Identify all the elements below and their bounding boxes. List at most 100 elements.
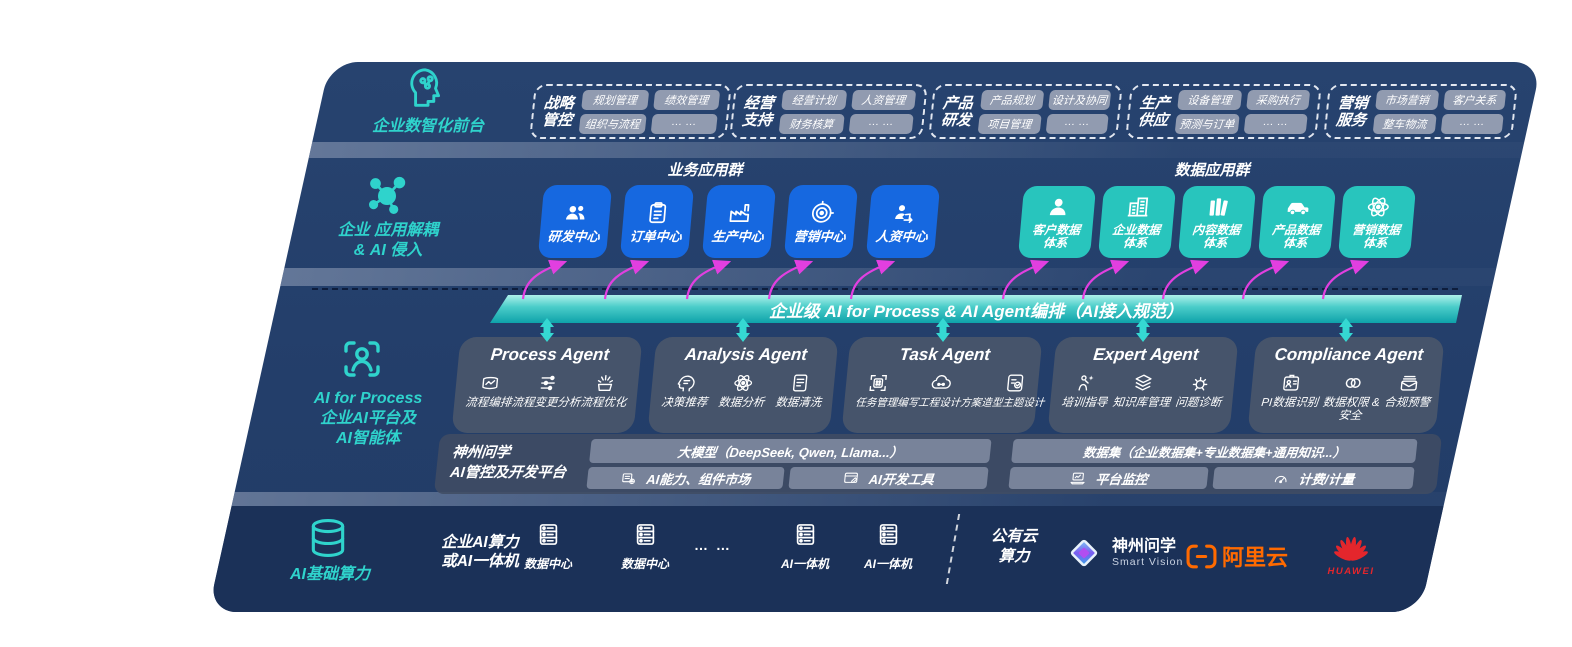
band-separator <box>231 492 1447 506</box>
group-title: 产品 研发 <box>940 94 974 129</box>
data-app-card: 企业数据 体系 <box>1097 186 1177 258</box>
chip: … … <box>650 113 718 134</box>
group-chips: 设备管理 采购执行 预测与订单 … … <box>1174 89 1311 134</box>
huawei-flower-icon <box>1330 533 1372 561</box>
chip: 整车物流 <box>1372 113 1437 134</box>
molecule-icon <box>364 173 410 219</box>
chip: 人资管理 <box>850 89 917 110</box>
database-icon <box>306 515 350 561</box>
layers-icon <box>1131 372 1155 394</box>
data-app-card: 营销数据 体系 <box>1337 186 1417 258</box>
factory-icon <box>726 200 754 226</box>
chip: 设备管理 <box>1177 89 1242 110</box>
chip: 设计及协同 <box>1047 89 1112 110</box>
business-apps-title: 业务应用群 <box>667 162 743 179</box>
front-office-group-supply: 生产 供应 设备管理 采购执行 预测与订单 … … <box>1125 84 1322 139</box>
agent-items: 任务管理 编写工程设计方案 造型主题设计 <box>848 372 1045 427</box>
market-icon <box>620 470 639 487</box>
alibaba-bracket-icon <box>1186 543 1217 570</box>
chip: 绩效管理 <box>652 89 721 110</box>
people-arrows-icon <box>890 200 918 226</box>
platform-label: 神州问学 AI管控及开发平台 <box>449 443 569 483</box>
platform-label-line1: 神州问学 <box>451 445 511 461</box>
front-office-group-operation: 经营 支持 经营计划 人资管理 财务核算 … … <box>729 84 928 139</box>
checklist-card-icon <box>1003 372 1027 394</box>
gauge-icon <box>1272 470 1291 487</box>
devtool-icon <box>842 470 861 487</box>
agent-item: 数据权限 & 安全 <box>1316 372 1387 422</box>
grid-scan-icon <box>866 372 890 394</box>
app-label: 内容数据 体系 <box>1191 222 1241 251</box>
data-app-card: 内容数据 体系 <box>1177 186 1257 258</box>
ai-layer-label-line3: AI智能体 <box>335 430 400 447</box>
agent-item: 造型主题设计 <box>981 372 1048 410</box>
app-label: 企业数据 体系 <box>1111 222 1161 251</box>
agent-item: 决策推荐 <box>661 372 711 410</box>
car-icon <box>1284 194 1312 220</box>
front-office-group-strategy: 战略 管控 规划管理 绩效管理 组织与流程 … … <box>529 84 732 139</box>
ai-platform-panel: 神州问学 AI管控及开发平台 大模型（DeepSeek, Qwen, Llama… <box>433 434 1443 494</box>
brain-head-icon <box>406 64 452 112</box>
group-chips: 产品规划 设计及协同 项目管理 … … <box>977 89 1112 134</box>
head-chat-icon <box>674 372 698 394</box>
group-title: 战略 管控 <box>541 94 575 129</box>
enterprise-compute-label: 企业AI算力 或AI一体机 <box>441 534 519 570</box>
agent-item: PI数据识别 <box>1261 372 1321 410</box>
chip: … … <box>848 113 914 134</box>
task-agent-card: Task Agent 任务管理 编写工程设计方案 造型主题设计 <box>841 337 1045 433</box>
ellipsis-nodes: … … <box>694 537 732 553</box>
chip: 规划管理 <box>581 89 649 110</box>
link-rings-icon <box>1341 372 1365 394</box>
ai-layer-section-label: AI for Process 企业AI平台及 AI智能体 <box>283 389 453 449</box>
business-app-card: 营销中心 <box>783 185 859 258</box>
target-icon <box>808 200 836 226</box>
laptop-chart-icon <box>1069 470 1088 487</box>
data-app-card: 客户数据 体系 <box>1017 186 1097 258</box>
app-label: 产品数据 体系 <box>1271 222 1321 251</box>
agent-item: 任务管理 <box>855 372 901 410</box>
group-title: 经营 支持 <box>741 94 775 129</box>
doc-data-icon <box>788 372 812 394</box>
app-label: 客户数据 体系 <box>1031 222 1081 251</box>
agent-items: 培训指导 知识库管理 问题诊断 <box>1054 372 1229 427</box>
agent-item: 合规预警 <box>1384 372 1434 410</box>
id-badge-icon <box>1280 372 1304 394</box>
analysis-agent-card: Analysis Agent 决策推荐 数据分析 数据清洗 <box>647 337 839 433</box>
huawei-logo: HUAWEI <box>1322 533 1380 579</box>
server-icon <box>632 521 659 548</box>
chip: 组织与流程 <box>578 113 647 134</box>
mail-alert-icon <box>1397 372 1421 394</box>
process-agent-card: Process Agent 流程编排 流程变更分析 流程优化 <box>451 337 643 433</box>
app-layer-label-line2: & AI 侵入 <box>353 242 423 259</box>
agent-item: 培训指导 <box>1061 372 1111 410</box>
server-icon <box>792 521 819 548</box>
compliance-agent-card: Compliance Agent PI数据识别 数据权限 & 安全 合规预警 <box>1247 337 1445 433</box>
front-office-group-product: 产品 研发 产品规划 设计及协同 项目管理 … … <box>928 84 1123 139</box>
monitor-wave-icon <box>478 372 502 394</box>
ai-appliance-node: AI一体机 <box>769 521 841 572</box>
capability-market-bar: AI能力、组件市场 <box>586 467 785 489</box>
datacenter-node: 数据中心 <box>609 521 681 572</box>
ai-layer-label-line2: 企业AI平台及 <box>319 410 416 427</box>
agent-item: 数据清洗 <box>775 372 825 410</box>
infra-section-label: AI基础算力 <box>289 566 370 583</box>
front-office-group-marketing: 营销 服务 市场营销 客户关系 整车物流 … … <box>1323 84 1518 139</box>
business-app-card: 生产中心 <box>701 185 777 258</box>
group-chips: 经营计划 人资管理 财务核算 … … <box>778 89 917 134</box>
business-app-card: 人资中心 <box>865 185 941 258</box>
chip: 采购执行 <box>1245 89 1311 110</box>
atom-icon <box>731 372 755 394</box>
platform-label-line2: AI管控及开发平台 <box>449 465 567 481</box>
shenzhou-wenxue-logo: 神州问学 Smart Vision <box>1064 533 1183 573</box>
agent-title: Analysis Agent <box>683 345 808 364</box>
front-office-section-label: 企业数智化前台 <box>371 118 484 135</box>
chip: 财务核算 <box>778 113 845 134</box>
smartvision-sub: Smart Vision <box>1112 556 1184 568</box>
agent-items: 流程编排 流程变更分析 流程优化 <box>458 372 633 427</box>
group-title: 生产 供应 <box>1137 94 1171 129</box>
agent-item: 数据分析 <box>718 372 768 410</box>
chip: 客户关系 <box>1442 89 1507 110</box>
app-label: 营销数据 体系 <box>1351 222 1401 251</box>
scan-person-icon <box>338 335 386 383</box>
agent-title: Process Agent <box>489 345 611 364</box>
